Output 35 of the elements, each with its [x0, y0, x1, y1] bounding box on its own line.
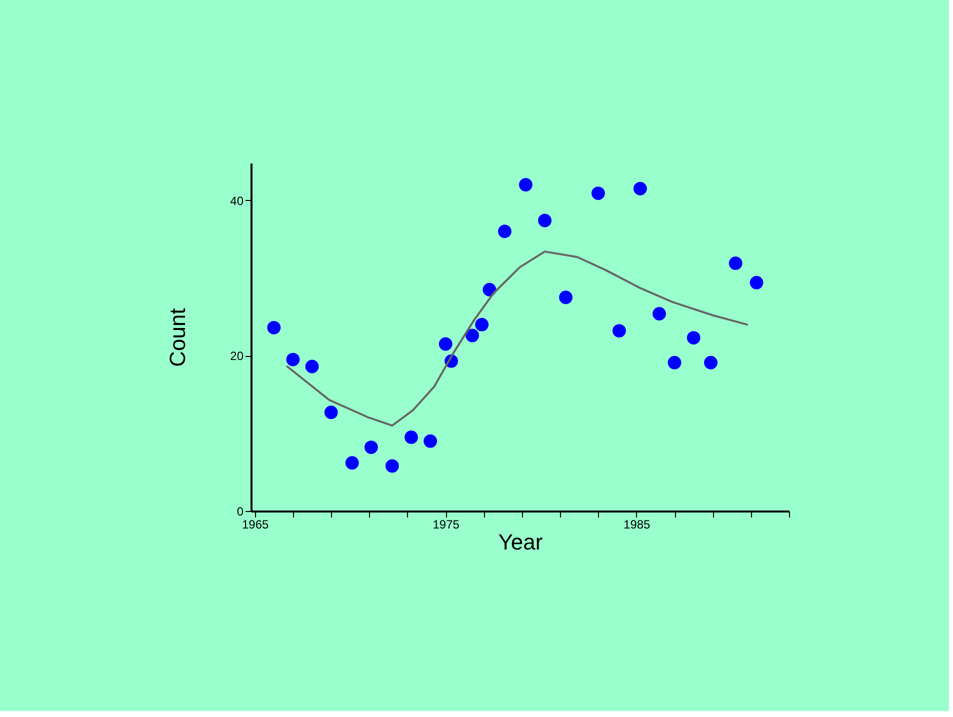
- point: [592, 186, 605, 200]
- point: [385, 459, 399, 473]
- point: [750, 276, 764, 290]
- point: [438, 337, 452, 351]
- point: [559, 290, 572, 304]
- point: [668, 356, 682, 370]
- point: [267, 320, 281, 334]
- point: [612, 324, 626, 338]
- point: [466, 328, 480, 342]
- point: [404, 430, 418, 444]
- x-axis-title: Year: [498, 530, 543, 554]
- point: [686, 331, 700, 344]
- point: [286, 352, 300, 366]
- point: [704, 356, 718, 370]
- point: [633, 182, 647, 196]
- x-tick-label: 1965: [242, 518, 269, 532]
- point: [305, 360, 319, 374]
- y-tick-label: 0: [236, 504, 244, 518]
- y-tick-label: 40: [230, 194, 244, 208]
- point: [498, 224, 512, 238]
- y-axis-title: Count: [165, 308, 190, 367]
- point: [364, 440, 378, 454]
- point: [519, 178, 532, 192]
- point: [482, 282, 496, 296]
- line-series: [286, 250, 748, 427]
- point: [345, 456, 359, 470]
- x-tick-label: 1985: [624, 518, 651, 532]
- point: [728, 256, 742, 270]
- point: [652, 307, 666, 320]
- x-tick-label: 1975: [432, 518, 460, 532]
- y-tick-label: 20: [230, 349, 244, 364]
- point: [475, 318, 489, 332]
- point: [538, 214, 552, 228]
- point: [424, 434, 438, 448]
- point: [324, 406, 338, 420]
